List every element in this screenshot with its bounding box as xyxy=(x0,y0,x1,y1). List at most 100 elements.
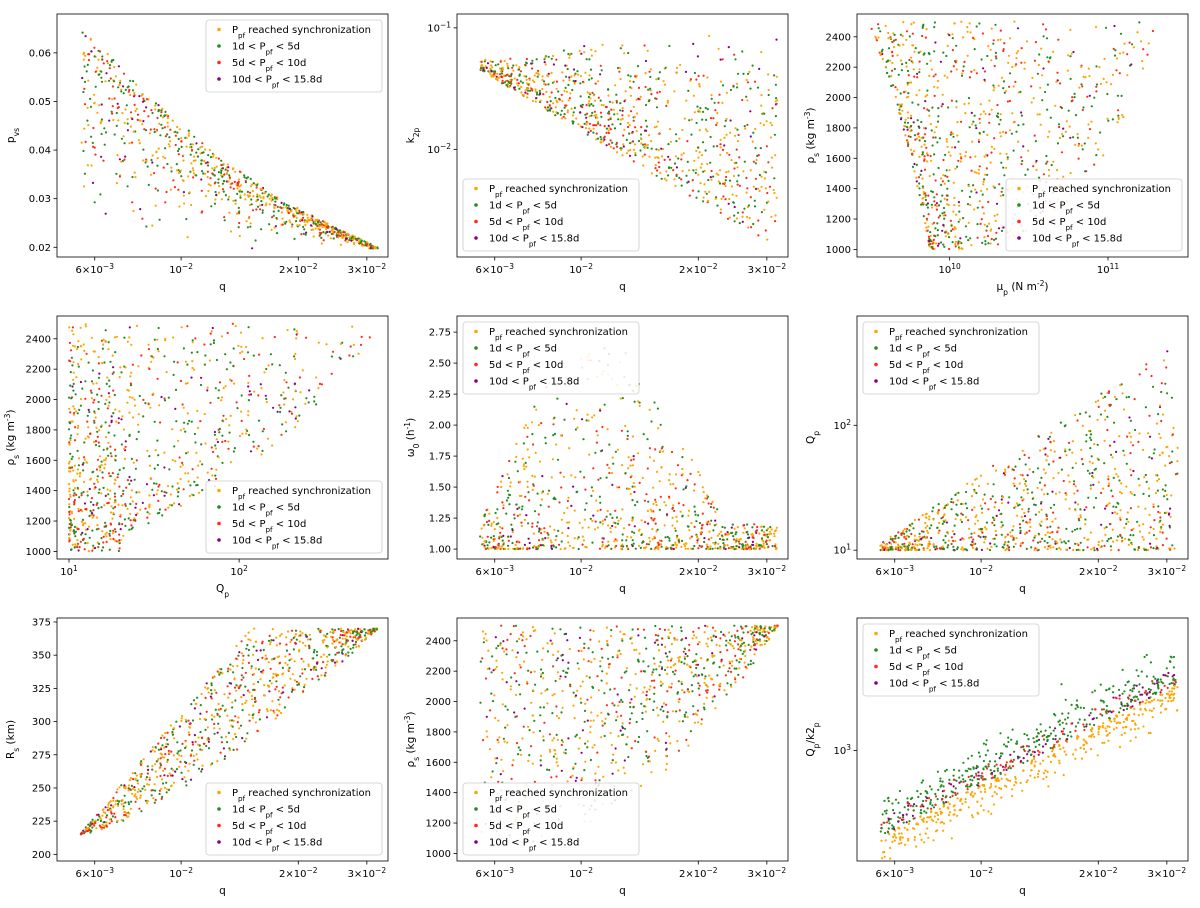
data-point xyxy=(633,491,635,493)
data-point xyxy=(139,509,141,511)
data-point xyxy=(702,486,704,488)
data-point xyxy=(616,486,618,488)
data-point xyxy=(1033,537,1035,539)
data-point xyxy=(230,186,232,188)
data-point xyxy=(627,52,629,54)
data-point xyxy=(898,537,900,539)
data-point xyxy=(72,456,74,458)
data-point xyxy=(591,542,593,544)
data-point xyxy=(488,548,490,550)
data-point xyxy=(88,53,90,55)
data-point xyxy=(260,387,262,389)
data-point xyxy=(153,482,155,484)
data-point xyxy=(611,472,613,474)
data-point xyxy=(749,548,751,550)
data-point xyxy=(541,79,543,81)
data-point xyxy=(257,206,259,208)
data-point xyxy=(560,548,562,550)
data-point xyxy=(326,231,328,233)
data-point xyxy=(214,167,216,169)
data-point xyxy=(130,496,132,498)
y-tick-label: 1000 xyxy=(26,547,51,558)
data-point xyxy=(247,194,249,196)
data-point xyxy=(937,80,939,82)
data-point xyxy=(103,339,105,341)
data-point xyxy=(610,548,612,550)
data-point xyxy=(537,72,539,74)
data-point xyxy=(987,201,989,203)
data-point xyxy=(228,196,230,198)
data-point xyxy=(220,174,222,176)
data-point xyxy=(108,120,110,122)
data-point xyxy=(296,332,298,334)
data-point xyxy=(983,178,985,180)
data-point xyxy=(305,232,307,234)
data-point xyxy=(538,424,540,426)
data-point xyxy=(586,104,588,106)
data-point xyxy=(73,494,75,496)
data-point xyxy=(494,70,496,72)
data-point xyxy=(101,461,103,463)
data-point xyxy=(771,528,773,530)
data-point xyxy=(249,390,251,392)
data-point xyxy=(170,189,172,191)
data-point xyxy=(761,537,763,539)
data-point xyxy=(613,540,615,542)
data-point xyxy=(714,547,716,549)
data-point xyxy=(752,541,754,543)
data-point xyxy=(553,529,555,531)
data-point xyxy=(1080,83,1082,85)
y-tick-label: 1200 xyxy=(26,517,51,528)
data-point xyxy=(518,507,520,509)
data-point xyxy=(543,531,545,533)
data-point xyxy=(990,161,992,163)
data-point xyxy=(672,504,674,506)
data-point xyxy=(105,457,107,459)
data-point xyxy=(1098,66,1100,68)
data-point xyxy=(108,97,110,99)
data-point xyxy=(775,214,777,216)
data-point xyxy=(1103,545,1105,547)
data-point xyxy=(516,79,518,81)
data-point xyxy=(715,198,717,200)
data-point xyxy=(161,108,163,110)
data-point xyxy=(74,526,76,528)
data-point xyxy=(1059,538,1061,540)
data-point xyxy=(1090,121,1092,123)
data-point xyxy=(245,428,247,430)
data-point xyxy=(972,121,974,123)
data-point xyxy=(315,219,317,221)
data-point xyxy=(490,525,492,527)
data-point xyxy=(766,540,768,542)
data-point xyxy=(215,191,217,193)
data-point xyxy=(105,213,107,215)
data-point xyxy=(997,112,999,114)
data-point xyxy=(87,528,89,530)
data-point xyxy=(529,90,531,92)
data-point xyxy=(960,21,962,23)
data-point xyxy=(907,70,909,72)
data-point xyxy=(533,545,535,547)
data-point xyxy=(701,154,703,156)
data-point xyxy=(88,411,90,413)
data-point xyxy=(259,195,261,197)
data-point xyxy=(675,133,677,135)
data-point xyxy=(969,76,971,78)
data-point xyxy=(560,486,562,488)
data-point xyxy=(769,539,771,541)
data-point xyxy=(164,339,166,341)
data-point xyxy=(982,32,984,34)
data-point xyxy=(678,540,680,542)
data-point xyxy=(109,498,111,500)
data-point xyxy=(185,146,187,148)
data-point xyxy=(233,383,235,385)
data-point xyxy=(1074,96,1076,98)
data-point xyxy=(267,364,269,366)
data-point xyxy=(265,204,267,206)
data-point xyxy=(80,327,82,329)
data-point xyxy=(305,234,307,236)
data-point xyxy=(643,547,645,549)
data-point xyxy=(68,506,70,508)
data-point xyxy=(584,519,586,521)
